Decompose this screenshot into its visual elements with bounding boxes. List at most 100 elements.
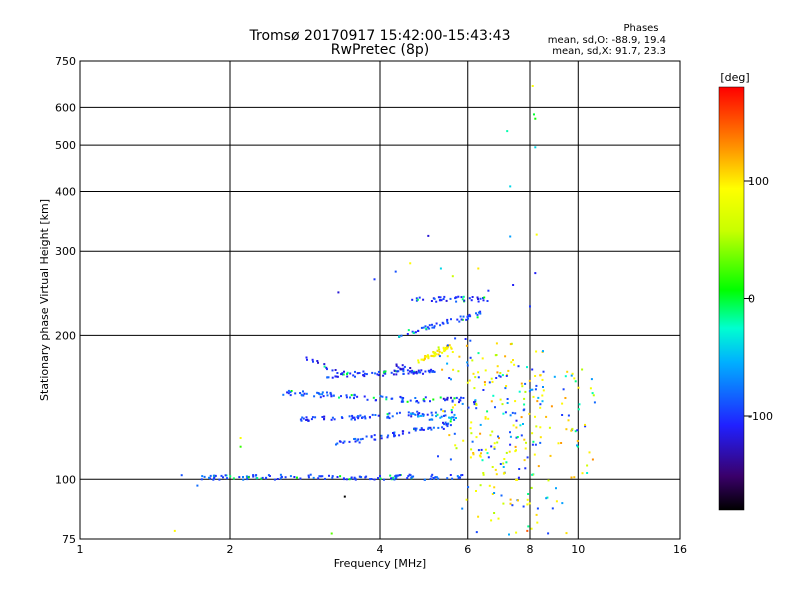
data-point — [542, 386, 544, 388]
data-point — [493, 486, 496, 489]
data-point — [343, 440, 346, 443]
colorbar — [718, 86, 745, 511]
data-point — [493, 446, 496, 449]
data-point — [402, 370, 405, 373]
data-point — [481, 357, 484, 360]
data-point — [420, 369, 423, 372]
data-point — [319, 475, 322, 478]
data-point — [515, 478, 518, 481]
data-point — [409, 367, 412, 369]
x-tick-label: 10 — [571, 543, 585, 556]
data-point — [472, 453, 475, 456]
data-point — [442, 298, 445, 300]
data-point — [441, 321, 444, 324]
data-point — [282, 393, 285, 396]
data-point — [388, 412, 391, 415]
data-point — [352, 374, 355, 377]
data-point — [460, 296, 463, 299]
data-point — [497, 517, 500, 520]
data-point — [462, 397, 465, 399]
data-point — [514, 450, 517, 453]
data-point — [573, 377, 576, 380]
data-point — [431, 473, 434, 476]
data-point — [196, 484, 199, 487]
data-point — [464, 338, 467, 340]
data-point — [363, 395, 366, 398]
data-point — [201, 475, 204, 478]
data-point — [453, 413, 456, 416]
data-point — [287, 392, 290, 395]
data-point — [448, 377, 451, 379]
data-point — [444, 347, 447, 350]
y-tick-label: 500 — [55, 139, 76, 152]
data-point — [577, 386, 580, 389]
data-point — [353, 438, 356, 440]
data-point — [487, 456, 490, 459]
data-point — [394, 475, 397, 478]
data-point — [484, 383, 486, 386]
data-point — [420, 326, 423, 329]
data-point — [562, 388, 565, 391]
data-point — [471, 359, 474, 362]
data-point — [526, 366, 528, 369]
data-point — [450, 396, 452, 399]
data-point — [260, 477, 263, 480]
data-point — [429, 478, 432, 480]
data-point — [394, 370, 397, 372]
data-point — [492, 394, 495, 397]
data-point — [501, 403, 504, 406]
data-point — [418, 412, 421, 415]
data-point — [490, 445, 493, 448]
data-point — [427, 355, 430, 358]
data-point — [321, 393, 324, 396]
data-point — [422, 298, 425, 301]
data-point — [387, 415, 390, 418]
data-point — [444, 421, 447, 424]
data-point — [487, 417, 490, 420]
data-point — [461, 507, 464, 510]
data-point — [432, 398, 435, 401]
data-point — [382, 374, 385, 377]
data-point — [534, 146, 537, 149]
data-point — [329, 392, 332, 395]
data-point — [397, 366, 400, 369]
data-point — [450, 378, 452, 381]
data-point — [385, 398, 388, 401]
data-point — [254, 474, 257, 477]
data-point — [402, 367, 405, 370]
data-point — [484, 369, 487, 372]
data-point — [348, 478, 351, 481]
data-point — [442, 347, 445, 350]
data-point — [509, 502, 512, 505]
data-point — [362, 374, 365, 377]
data-point — [428, 324, 431, 327]
data-point — [487, 289, 490, 292]
data-point — [365, 475, 368, 478]
data-point — [322, 395, 325, 398]
chart-title: Tromsø 20170917 15:42:00-15:43:43 — [249, 28, 511, 44]
data-point — [434, 411, 437, 414]
data-point — [526, 498, 529, 501]
data-point — [458, 320, 461, 323]
data-point — [450, 318, 452, 321]
data-point — [570, 476, 573, 479]
data-point — [406, 400, 409, 403]
data-point — [506, 398, 509, 400]
data-point — [345, 478, 348, 481]
data-point — [343, 478, 345, 481]
data-point — [307, 476, 310, 479]
data-point — [491, 466, 494, 468]
phase-annotation-heading: Phases — [623, 23, 658, 34]
data-point — [561, 414, 564, 416]
data-point — [239, 445, 242, 448]
data-point — [443, 295, 446, 298]
data-point — [332, 394, 335, 397]
data-point — [420, 358, 423, 361]
data-point — [474, 399, 477, 402]
colorbar-ticks: 100 0 -100 — [744, 175, 773, 423]
data-point — [396, 370, 399, 373]
data-point — [581, 472, 584, 475]
data-point — [455, 300, 458, 303]
data-point — [519, 424, 522, 427]
data-point — [431, 354, 434, 357]
